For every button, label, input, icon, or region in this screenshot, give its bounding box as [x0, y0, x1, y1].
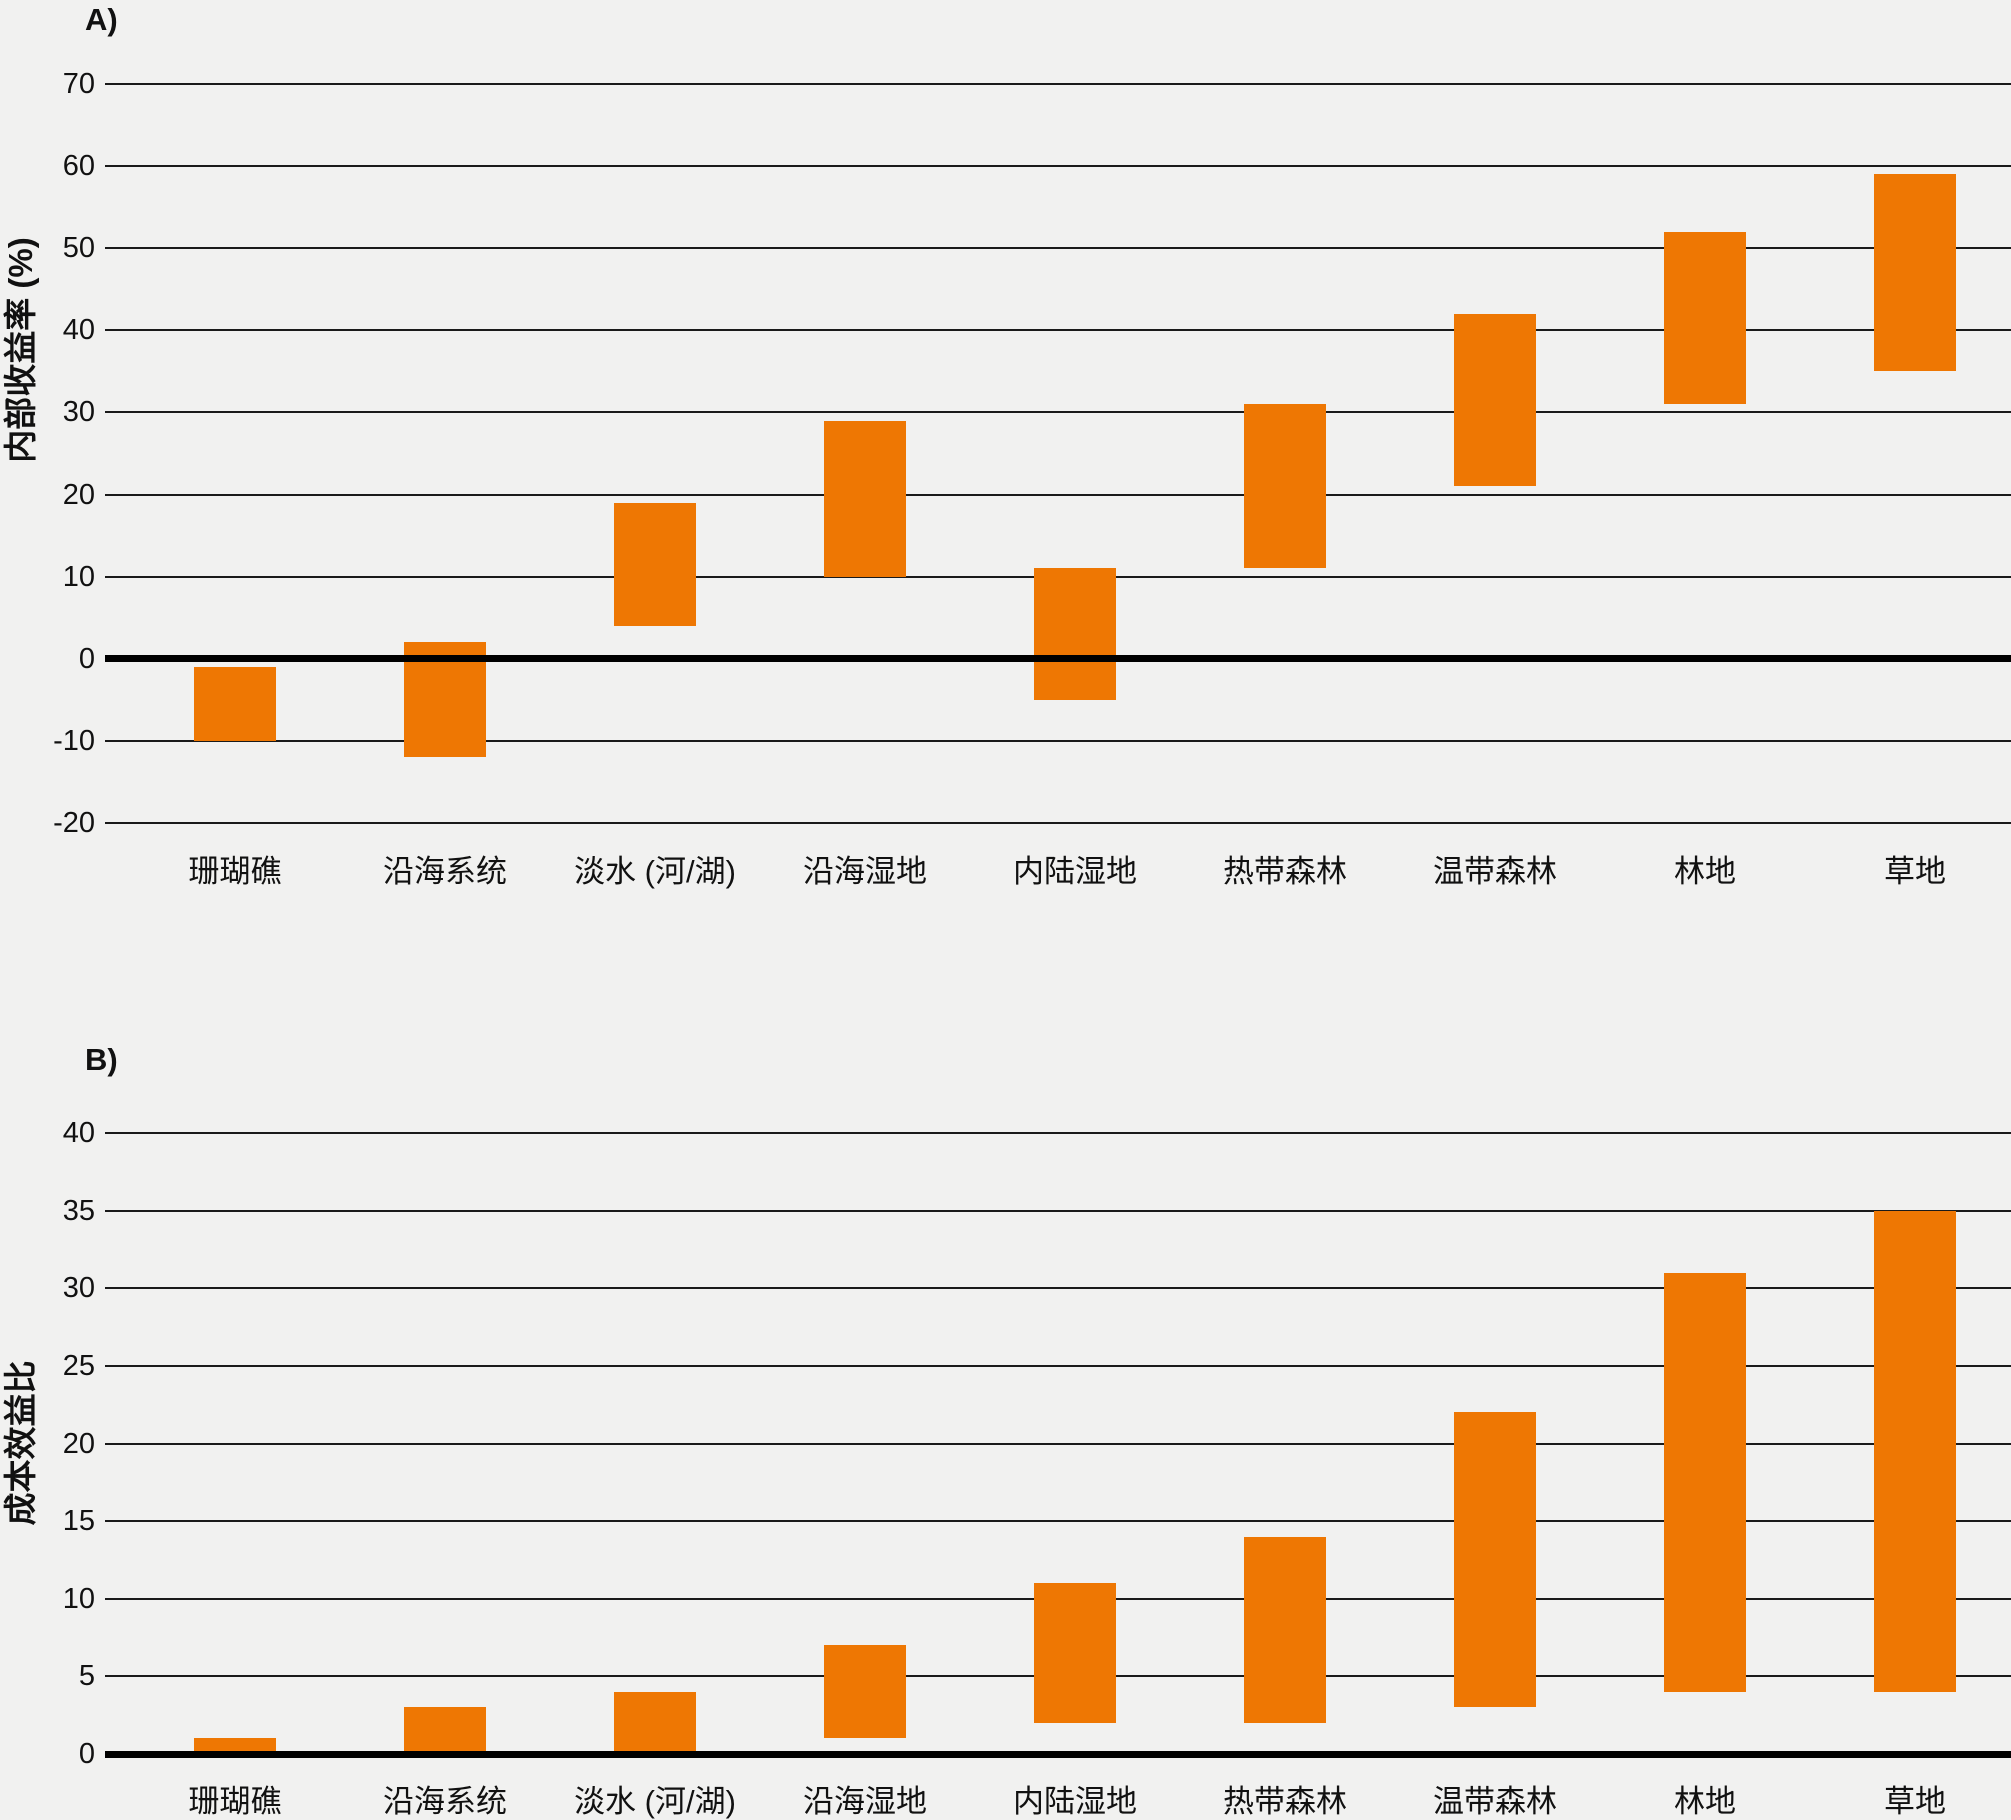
y-tick-label-0: 0: [78, 1738, 95, 1770]
y-tick-label-50: 50: [62, 232, 95, 265]
range-bar-珊瑚礁: [194, 666, 276, 741]
y-tick-label-0: 0: [78, 642, 95, 675]
category-label-林地: 林地: [1674, 854, 1736, 889]
y-tick-label-5: 5: [78, 1660, 95, 1693]
gridline-60: [105, 165, 2011, 168]
category-label-草地: 草地: [1884, 1784, 1946, 1819]
category-label-沿海湿地: 沿海湿地: [803, 854, 927, 889]
y-tick-label-35: 35: [62, 1194, 95, 1227]
gridline-40: [105, 329, 2011, 332]
gridline-40: [105, 1132, 2011, 1134]
range-bar-温带森林: [1454, 1412, 1536, 1708]
category-label-淡水 (河/湖): 淡水 (河/湖): [574, 854, 736, 889]
gridline-20: [105, 1442, 2011, 1445]
range-bar-温带森林: [1454, 313, 1536, 487]
gridline-30: [105, 1287, 2011, 1290]
gridline-15: [105, 1520, 2011, 1523]
category-label-林地: 林地: [1674, 1784, 1736, 1819]
category-label-沿海系统: 沿海系统: [383, 1784, 507, 1819]
range-bar-淡水 (河/湖): [614, 1691, 696, 1754]
category-label-热带森林: 热带森林: [1223, 1784, 1347, 1819]
y-tick-label-40: 40: [62, 1117, 95, 1149]
gridline-70: [105, 83, 2011, 85]
range-bar-热带森林: [1244, 1536, 1326, 1723]
category-label-温带森林: 温带森林: [1433, 854, 1557, 889]
gridline--10: [105, 739, 2011, 742]
y-tick-label--10: -10: [53, 724, 95, 757]
y-tick-label-30: 30: [62, 1272, 95, 1305]
category-label-草地: 草地: [1884, 854, 1946, 889]
gridline-35: [105, 1209, 2011, 1212]
panel-label-a: A): [85, 2, 118, 37]
y-tick-label-70: 70: [62, 68, 95, 100]
category-label-沿海湿地: 沿海湿地: [803, 1784, 927, 1819]
category-label-沿海系统: 沿海系统: [383, 854, 507, 889]
range-bar-沿海湿地: [824, 420, 906, 577]
range-bar-内陆湿地: [1034, 1583, 1116, 1723]
y-tick-label-20: 20: [62, 478, 95, 511]
y-tick-label-40: 40: [62, 314, 95, 347]
y-tick-label-30: 30: [62, 396, 95, 429]
panel-label-b: B): [85, 1042, 118, 1077]
y-tick-label-25: 25: [62, 1349, 95, 1382]
category-label-珊瑚礁: 珊瑚礁: [188, 1784, 282, 1819]
gridline-20: [105, 493, 2011, 496]
category-label-内陆湿地: 内陆湿地: [1013, 1784, 1137, 1819]
zero-axis-line: [105, 1750, 2011, 1758]
range-bar-林地: [1664, 1272, 1746, 1692]
range-bar-热带森林: [1244, 404, 1326, 569]
category-label-热带森林: 热带森林: [1223, 854, 1347, 889]
y-tick-label-60: 60: [62, 150, 95, 183]
gridline--20: [105, 822, 2011, 824]
range-bar-林地: [1664, 231, 1746, 405]
y-tick-label-10: 10: [62, 1582, 95, 1615]
y-tick-label-20: 20: [62, 1427, 95, 1460]
zero-axis-line: [105, 655, 2011, 663]
range-bar-淡水 (河/湖): [614, 502, 696, 626]
category-label-珊瑚礁: 珊瑚礁: [188, 854, 282, 889]
range-bar-沿海系统: [404, 1707, 486, 1754]
y-tick-label-15: 15: [62, 1505, 95, 1538]
gridline-30: [105, 411, 2011, 414]
y-tick-label-10: 10: [62, 560, 95, 593]
y-tick-label--20: -20: [53, 807, 95, 839]
gridline-25: [105, 1364, 2011, 1367]
range-bar-沿海湿地: [824, 1645, 906, 1739]
category-label-淡水 (河/湖): 淡水 (河/湖): [574, 1784, 736, 1819]
range-bar-珊瑚礁: [194, 1738, 276, 1754]
gridline-50: [105, 247, 2011, 250]
category-label-内陆湿地: 内陆湿地: [1013, 854, 1137, 889]
range-bar-草地: [1874, 1210, 1956, 1692]
range-bar-内陆湿地: [1034, 568, 1116, 700]
range-bar-草地: [1874, 174, 1956, 372]
category-label-温带森林: 温带森林: [1433, 1784, 1557, 1819]
